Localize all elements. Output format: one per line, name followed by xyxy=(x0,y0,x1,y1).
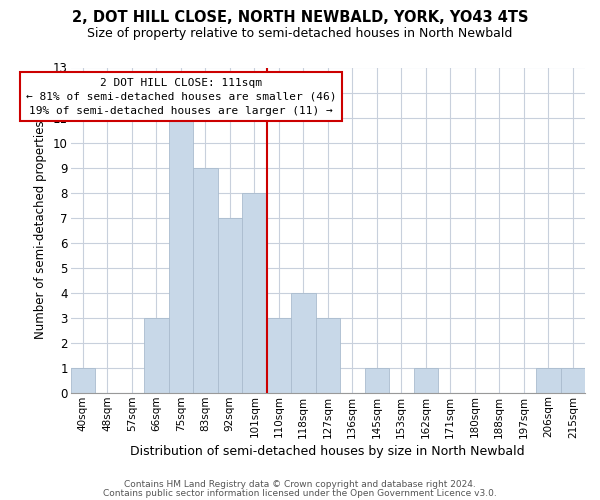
Bar xyxy=(536,368,560,392)
X-axis label: Distribution of semi-detached houses by size in North Newbald: Distribution of semi-detached houses by … xyxy=(130,444,525,458)
Y-axis label: Number of semi-detached properties: Number of semi-detached properties xyxy=(34,121,47,340)
Bar xyxy=(365,368,389,392)
Text: Contains public sector information licensed under the Open Government Licence v3: Contains public sector information licen… xyxy=(103,488,497,498)
Bar xyxy=(266,318,291,392)
Text: Contains HM Land Registry data © Crown copyright and database right 2024.: Contains HM Land Registry data © Crown c… xyxy=(124,480,476,489)
Bar xyxy=(169,118,193,392)
Bar xyxy=(144,318,169,392)
Text: Size of property relative to semi-detached houses in North Newbald: Size of property relative to semi-detach… xyxy=(88,28,512,40)
Bar xyxy=(291,292,316,392)
Bar xyxy=(218,218,242,392)
Text: 2 DOT HILL CLOSE: 111sqm
← 81% of semi-detached houses are smaller (46)
19% of s: 2 DOT HILL CLOSE: 111sqm ← 81% of semi-d… xyxy=(26,78,336,116)
Bar xyxy=(316,318,340,392)
Text: 2, DOT HILL CLOSE, NORTH NEWBALD, YORK, YO43 4TS: 2, DOT HILL CLOSE, NORTH NEWBALD, YORK, … xyxy=(72,10,528,25)
Bar xyxy=(560,368,585,392)
Bar xyxy=(193,168,218,392)
Bar xyxy=(242,192,266,392)
Bar xyxy=(413,368,438,392)
Bar xyxy=(71,368,95,392)
